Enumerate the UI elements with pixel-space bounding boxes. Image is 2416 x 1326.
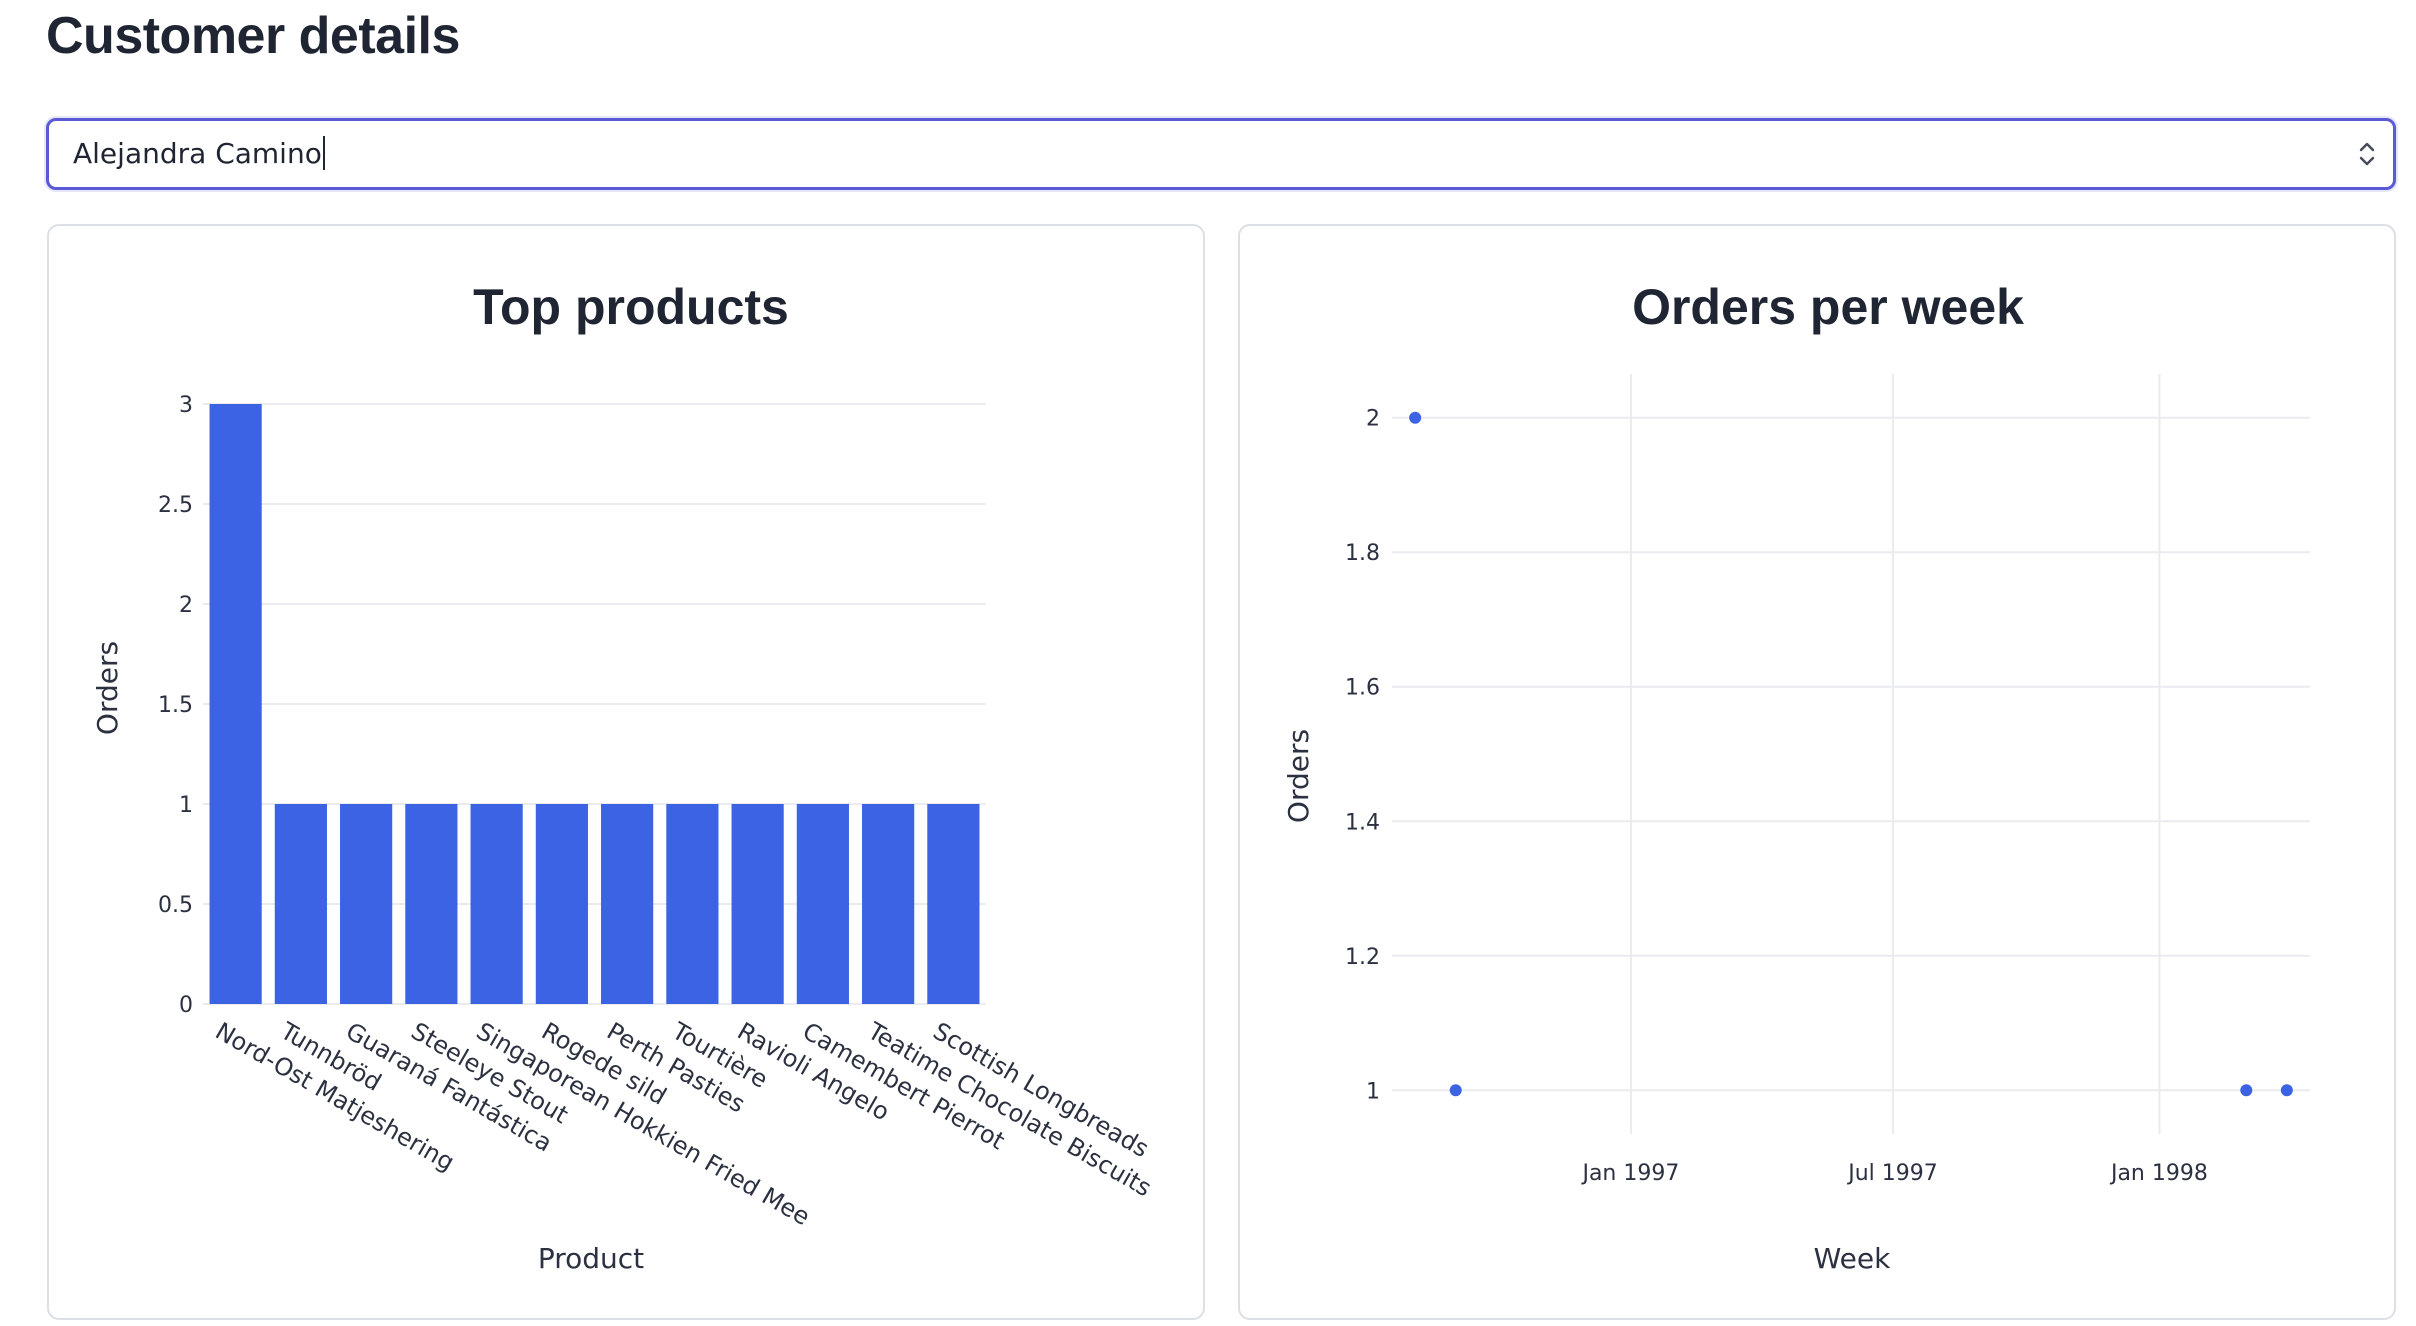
bar-y-tick-label: 1 (179, 793, 193, 818)
scatter-y-tick-label: 1.2 (1345, 945, 1380, 970)
bar[interactable] (209, 404, 262, 1004)
scatter-y-tick-label: 1.4 (1345, 810, 1380, 835)
scatter-point[interactable] (2240, 1084, 2253, 1097)
top-products-y-axis-title: Orders (91, 641, 124, 735)
scatter-x-tick-label: Jan 1998 (2109, 1161, 2208, 1186)
bar[interactable] (535, 804, 588, 1004)
top-products-x-axis-title: Product (538, 1242, 644, 1275)
bar[interactable] (601, 804, 654, 1004)
top-products-title: Top products (473, 279, 789, 335)
top-products-chart: Top products 00.511.522.53 Nord-Ost Matj… (91, 279, 1156, 1275)
bar-y-tick-label: 2 (179, 593, 193, 618)
top-products-card: Top products 0 0.5 1 1.5 2 2.5 3 Nord-Ost Matj… (47, 224, 1205, 1320)
scatter-y-tick-label: 2 (1366, 407, 1380, 432)
bar[interactable] (927, 804, 980, 1004)
bar[interactable] (470, 804, 523, 1004)
scatter-y-tick-label: 1.8 (1345, 541, 1380, 566)
text-cursor (322, 136, 325, 170)
customer-select-value: Alejandra Camino (73, 121, 325, 187)
bar-y-tick-label: 2.5 (158, 493, 193, 518)
bar[interactable] (796, 804, 849, 1004)
bar-y-tick-label: 1.5 (158, 693, 193, 718)
customer-select-text: Alejandra Camino (73, 137, 322, 170)
orders-per-week-y-axis-title: Orders (1282, 729, 1315, 823)
bar[interactable] (405, 804, 458, 1004)
chevron-up-down-icon (2359, 142, 2375, 166)
page-title: Customer details (46, 7, 460, 65)
scatter-point[interactable] (1449, 1084, 1462, 1097)
bar-y-tick-label: 0 (179, 993, 193, 1018)
scatter-x-tick-label: Jul 1997 (1846, 1161, 1938, 1186)
orders-per-week-title: Orders per week (1632, 279, 2024, 335)
scatter-y-tick-label: 1 (1366, 1079, 1380, 1104)
customer-select[interactable]: Alejandra Camino (46, 118, 2396, 190)
bar[interactable] (340, 804, 393, 1004)
bar[interactable] (274, 804, 327, 1004)
bar[interactable] (731, 804, 784, 1004)
scatter-x-tick-label: Jan 1997 (1580, 1161, 1679, 1186)
bar[interactable] (666, 804, 719, 1004)
bar-y-tick-label: 3 (179, 393, 193, 418)
bar[interactable] (862, 804, 915, 1004)
bar-x-tick-label: Teatime Chocolate Biscuits (862, 1016, 1156, 1202)
bar-y-tick-label: 0.5 (158, 893, 193, 918)
orders-per-week-card: Orders per week 1 1.2 1.4 1.6 1.8 2 Jan 1997 J… (1238, 224, 2396, 1320)
scatter-point[interactable] (2280, 1084, 2293, 1097)
scatter-y-tick-label: 1.6 (1345, 676, 1380, 701)
orders-per-week-chart: Orders per week 1 1.2 1.4 1.6 1.8 2 Jan 1997 J… (1282, 279, 2310, 1275)
orders-per-week-x-axis-title: Week (1814, 1242, 1891, 1275)
scatter-point[interactable] (1409, 411, 1422, 424)
